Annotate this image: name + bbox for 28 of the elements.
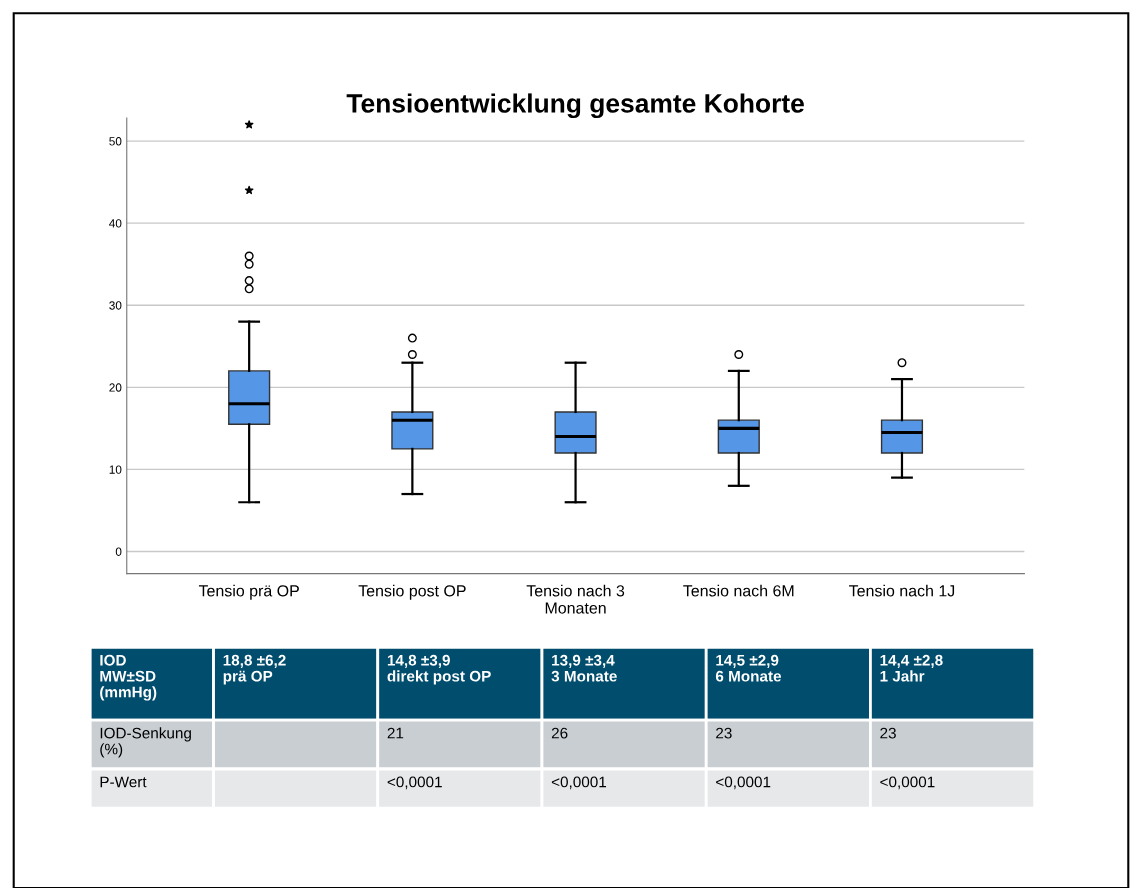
text: IOD MW±SD (mmHg) (100, 654, 157, 701)
chart-title: Tensioentwicklung gesamte Kohorte (346, 93, 804, 119)
text: 14,8 ±3,9 direkt post OP (387, 654, 491, 685)
x-tick-label: Tensio prä OP (198, 584, 299, 600)
y-tick-label: 30 (109, 301, 122, 310)
y-tick-label: 10 (109, 465, 122, 474)
y-tick-label: 50 (109, 137, 122, 146)
text: 14,5 ±2,9 6 Monate (715, 654, 782, 682)
x-tick-label: Tensio post OP (358, 584, 466, 600)
text: 21 (387, 727, 404, 739)
text: 23 (880, 727, 896, 739)
text: <0,0001 (716, 776, 771, 790)
text: <0,0001 (880, 776, 935, 790)
y-tick-label: 20 (109, 383, 122, 392)
y-tick-label: 0 (115, 547, 122, 556)
text: <0,0001 (551, 776, 607, 790)
text: 26 (551, 727, 568, 739)
text: 14,4 ±2,8 1 Jahr (880, 654, 943, 682)
text: 23 (716, 727, 732, 739)
text: 18,8 ±6,2 prä OP (223, 654, 286, 685)
y-tick-label: 40 (109, 219, 122, 228)
x-tick-label: Tensio nach 6M (683, 584, 794, 597)
x-tick-label: Tensio nach 1J (849, 584, 955, 597)
text: IOD-Senkung (%) (100, 727, 191, 758)
text: 13,9 ±3,4 3 Monate (551, 654, 617, 682)
x-tick-label: Tensio nach 3 Monaten (526, 584, 625, 614)
text: <0,0001 (387, 776, 442, 790)
text: P-Wert (100, 776, 147, 788)
